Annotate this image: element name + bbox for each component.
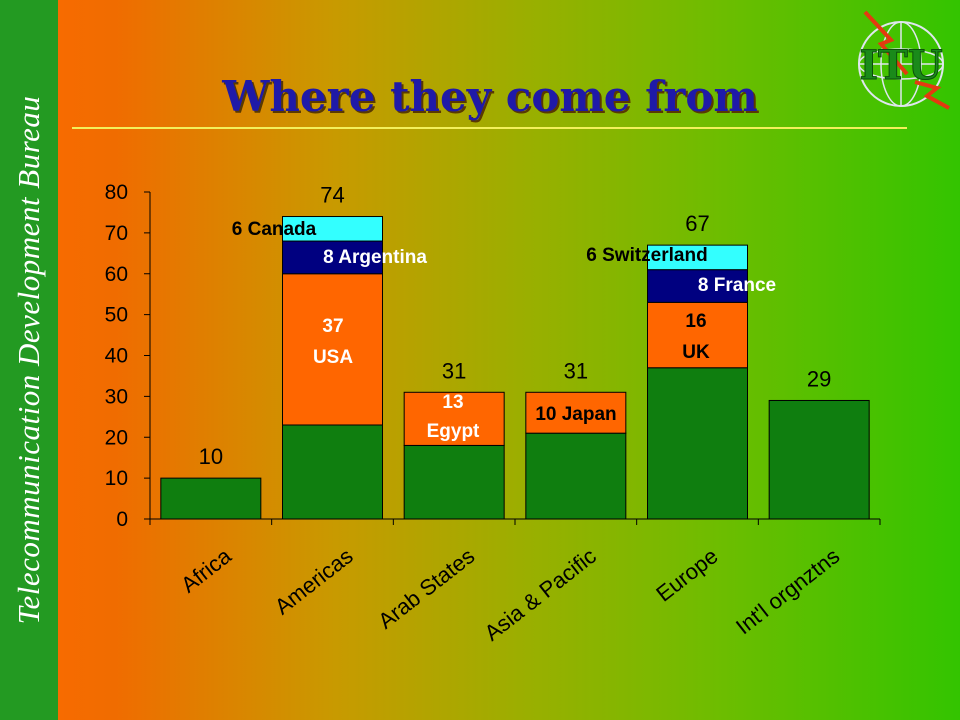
category-label: Europe [651,543,722,606]
itu-logo: ITU [858,10,950,110]
bar-total-label: 31 [442,358,466,383]
segment-label: 6 Canada [232,219,317,240]
segment-label: Egypt [427,421,480,442]
bar-segment [403,444,505,520]
bar-segment [525,432,627,520]
y-tick-label: 20 [105,426,128,449]
category-label: Africa [176,543,236,598]
segment-label: 8 France [698,275,776,296]
page-title: Where they come from [222,72,758,121]
category-label: Americas [270,543,358,619]
bar-segment [768,399,870,520]
y-tick-label: 10 [105,467,128,490]
segment-label: 6 Switzerland [586,245,707,266]
category-label: Arab States [373,543,479,633]
title-divider [72,127,907,129]
bar-segment [647,244,748,271]
bar-segment [282,424,383,520]
bar-segment [647,269,748,303]
bar-segment [525,391,627,434]
segment-label: USA [313,347,353,368]
y-tick-label: 80 [105,181,128,204]
bar-segment [282,273,383,426]
chart-axes: 0 10 20 30 40 50 60 70 80 [105,181,881,531]
chart-bars [160,216,870,520]
bar-segment [160,477,262,520]
segment-label: 16 [685,311,706,332]
segment-label: 13 [442,392,463,413]
y-tick-label: 60 [105,263,128,286]
segment-label: UK [682,342,710,363]
bar-total-label: 29 [807,366,831,391]
bar-total-label: 74 [320,183,344,208]
bar-segment [647,301,748,369]
segment-label: 8 Argentina [323,247,427,268]
y-tick-label: 0 [116,508,128,531]
y-tick-label: 30 [105,385,128,408]
segment-label: 10 Japan [535,404,616,425]
y-tick-label: 50 [105,304,128,327]
bar-segment [647,367,748,520]
segment-label: 37 [322,316,343,337]
bar-total-label: 31 [564,358,588,383]
bar-total-label: 67 [685,211,709,236]
category-label: Asia & Pacific [480,543,601,646]
bar-segment [403,391,505,446]
logo-text: ITU [859,42,942,89]
y-tick-label: 40 [105,345,128,368]
category-label: Int'l orgnztns [731,543,844,639]
y-tick-label: 70 [105,222,128,245]
bar-total-label: 10 [199,444,223,469]
side-band: Telecommunication Development Bureau [0,0,58,720]
bar-segment [282,216,383,242]
